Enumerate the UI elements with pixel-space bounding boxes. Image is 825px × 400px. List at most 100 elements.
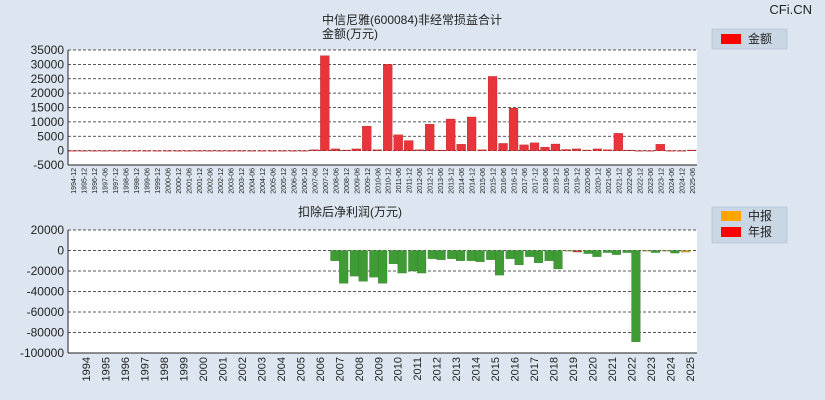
chart1-x-tick-label: 2006-12 [302,168,309,194]
chart2-x-tick-label: 2020 [588,357,600,381]
chart1-bar [215,150,225,152]
legend-swatch-amount [721,34,741,44]
chart1-x-tick-label: 2020-12 [595,168,602,194]
chart1-bar [613,133,623,151]
chart2-bar-annual [475,250,485,262]
chart1-x-tick-label: 2021-12 [616,168,623,194]
chart2-title: 扣除后净利润(万元) [298,204,402,219]
chart2-x-tick-label: 1994 [81,357,93,381]
chart1-x-tick-label: 2013-12 [449,168,456,194]
chart1-legend: 金额 [711,28,788,50]
chart1-bar [477,149,487,151]
chart2-x-tick-label: 1998 [159,357,171,381]
chart1-bar [561,149,571,151]
chart1-x-tick-label: 2010-12 [386,168,393,194]
chart2-bar-annual [631,250,641,342]
chart1-bar [330,148,340,151]
chart1-bar [634,150,644,152]
chart1-bars [68,55,697,152]
chart1-bar [257,150,267,152]
chart2-x-tick-label: 1995 [100,357,112,381]
chart2-x-tick-label: 2001 [217,357,229,381]
chart1-x-tick-label: 2024-06 [669,168,676,194]
chart2-x-tick-label: 1999 [178,357,190,381]
chart1-x-tick-label: 2014-12 [470,168,477,194]
chart1-x-tick-label: 2000-12 [176,168,183,194]
chart1-bar [341,149,351,151]
chart2-bar-interim [642,250,652,252]
legend-label-amount: 金额 [748,31,772,46]
chart1-bar [288,150,298,152]
chart2-bar-annual [495,250,505,276]
chart1-bar [246,150,257,152]
chart2-y-axis: 20000 0 -20000 -40000 -60000 -80000 -100000 [20,223,64,360]
chart1-x-tick-label: 2001-12 [197,168,204,194]
chart2-x-tick-label: 2017 [529,357,541,381]
legend-swatch-annual [721,227,741,237]
chart1-x-tick-label: 2005-06 [270,168,277,194]
chart2-bar-annual [611,250,621,255]
chart2-y-tick-label: 20000 [31,223,65,237]
chart2-x-tick-label: 2010 [393,357,405,381]
chart2-bar-annual [592,250,602,257]
chart2-x-tick-label: 2006 [315,357,327,381]
chart1-y-tick-label: 20000 [31,86,65,100]
chart1-bar [100,150,110,152]
chart1-x-tick-label: 2009-06 [354,168,361,194]
chart1-x-tick-label: 2003-12 [239,168,246,194]
chart1-x-tick-label: 2010-06 [375,168,382,194]
chart1-bar [309,149,319,151]
chart2-x-tick-label: 2007 [334,357,346,381]
chart2-bar-annual [514,250,524,266]
chart2-bar-interim [427,250,437,259]
chart1-bar [372,149,382,151]
chart2-bar-interim [525,250,535,257]
chart1-x-tick-label: 2002-12 [218,168,225,194]
chart1-bar [79,150,89,152]
chart2-x-tick-label: 2013 [451,357,463,381]
chart1-y-tick-label: 5000 [37,129,64,143]
chart1-x-tick-label: 2017-12 [533,168,540,194]
chart1-x-tick-label: 2017-06 [522,168,529,194]
chart1-x-tick-label: 2021-06 [606,168,613,194]
chart2-x-tick-label: 2019 [568,357,580,381]
chart2-bar-annual [650,250,660,253]
chart1-bar [362,126,372,151]
chart2-x-tick-label: 1997 [139,357,151,381]
chart2-x-tick-label: 2004 [276,357,288,381]
chart1-plot-area [68,50,697,165]
chart1-bar [383,64,393,151]
chart1-x-tick-label: 1994-12 [71,168,78,194]
chart1-bar [162,150,173,152]
chart2-x-tick-label: 2003 [256,357,268,381]
chart1-bar [89,150,99,152]
chart1-bar [320,55,330,151]
chart1-x-tick-label: 2019-06 [564,168,571,194]
chart1-bar [592,148,603,151]
chart2-bar-interim [661,250,671,252]
chart1-bar [194,150,204,152]
chart1-x-tick-label: 2007-06 [312,168,319,194]
chart1-x-tick-label: 2015-06 [480,168,487,194]
chart2-bar-interim [369,250,379,278]
chart1-bar [498,143,508,151]
chart1-bar [519,144,529,151]
chart2-bar-interim [388,250,398,264]
chart2-bar-annual [358,250,368,282]
chart2-bar-interim [603,250,613,253]
chart1-x-tick-label: 2013-06 [438,168,445,194]
chart1-x-tick-label: 2018-06 [543,168,550,194]
chart1-bar [645,150,655,152]
chart2-x-tick-label: 2025 [685,357,697,381]
legend-label-annual: 年报 [748,224,772,239]
chart1-y-tick-label: 10000 [31,115,65,129]
chart1-x-tick-label: 2020-06 [585,168,592,194]
chart1-bar [655,144,665,151]
chart1-x-tick-label: 2007-12 [323,168,330,194]
chart1-bar [152,150,162,152]
chart1-title: 中信尼雅(600084)非经常损益合计 [322,12,502,27]
chart1-bar [351,148,361,151]
chart1-x-tick-label: 2014-06 [459,168,466,194]
chart1-bar [582,149,592,151]
chart1-bar [571,148,582,151]
